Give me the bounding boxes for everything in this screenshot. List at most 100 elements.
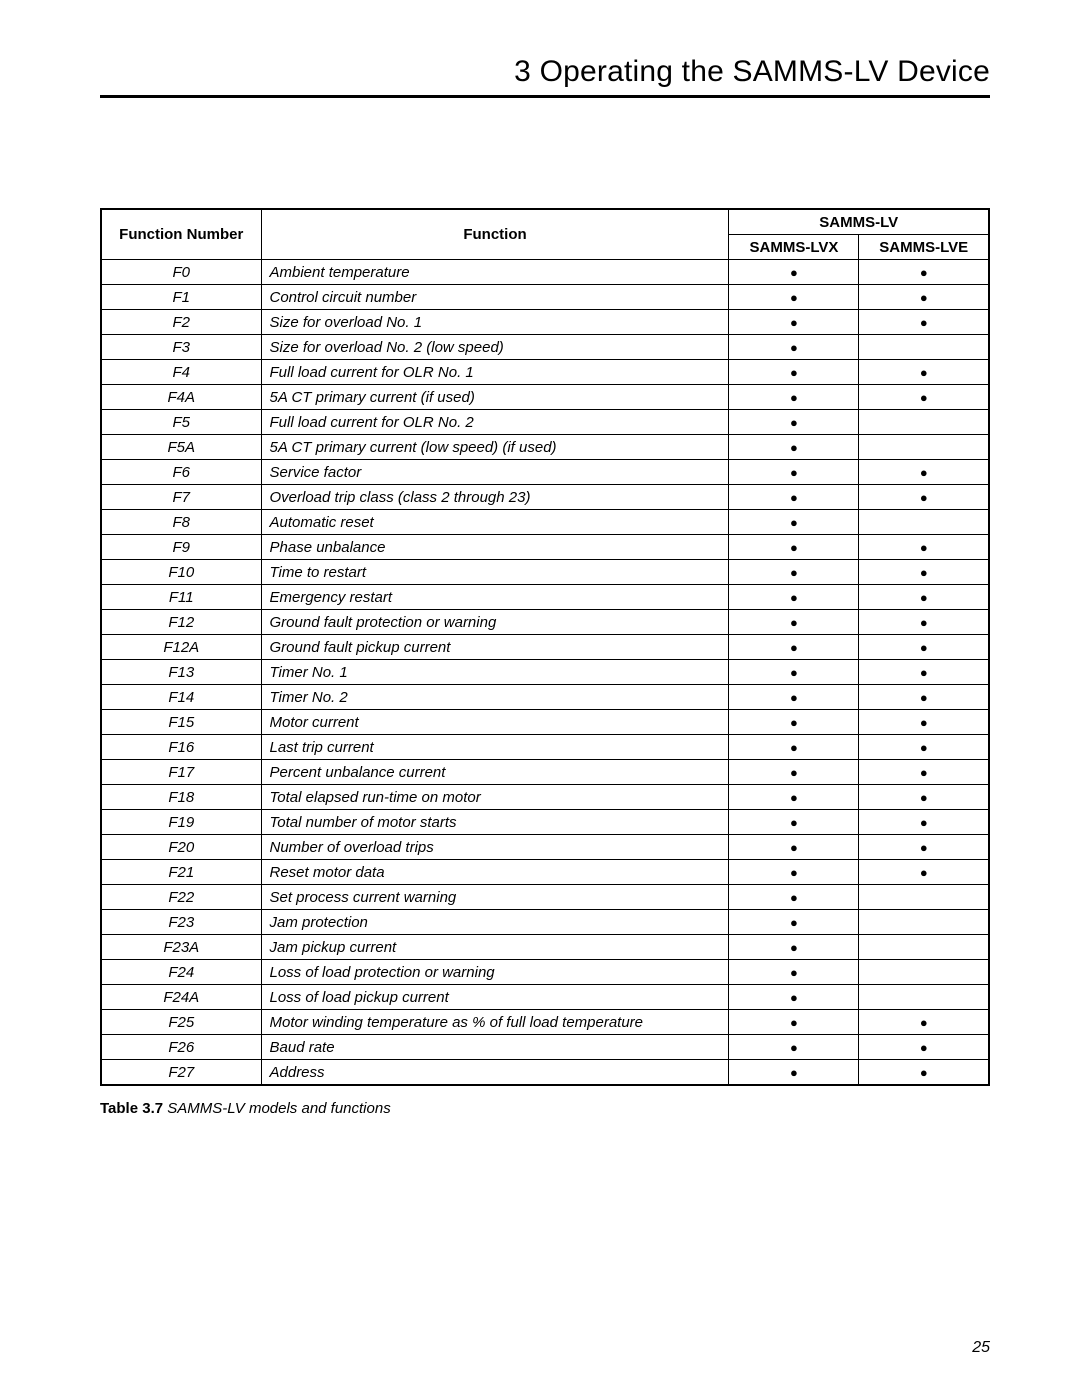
cell-lvx: ● bbox=[729, 835, 859, 860]
cell-lve: ● bbox=[859, 785, 989, 810]
table-row: F18Total elapsed run-time on motor●● bbox=[101, 785, 989, 810]
cell-lve: ● bbox=[859, 260, 989, 285]
col-header-fn-number: Function Number bbox=[101, 209, 261, 260]
cell-fn-number: F9 bbox=[101, 535, 261, 560]
cell-lvx: ● bbox=[729, 410, 859, 435]
cell-lve: ● bbox=[859, 285, 989, 310]
table-row: F20Number of overload trips●● bbox=[101, 835, 989, 860]
cell-lve: ● bbox=[859, 610, 989, 635]
cell-fn-number: F27 bbox=[101, 1060, 261, 1086]
cell-lve bbox=[859, 960, 989, 985]
cell-lvx: ● bbox=[729, 1035, 859, 1060]
table-row: F12AGround fault pickup current●● bbox=[101, 635, 989, 660]
cell-lvx: ● bbox=[729, 535, 859, 560]
cell-fn-number: F6 bbox=[101, 460, 261, 485]
table-row: F5A5A CT primary current (low speed) (if… bbox=[101, 435, 989, 460]
col-header-lve: SAMMS-LVE bbox=[859, 235, 989, 260]
cell-lvx: ● bbox=[729, 310, 859, 335]
table-row: F8Automatic reset● bbox=[101, 510, 989, 535]
cell-function-desc: Control circuit number bbox=[261, 285, 729, 310]
cell-function-desc: Full load current for OLR No. 1 bbox=[261, 360, 729, 385]
cell-lvx: ● bbox=[729, 885, 859, 910]
cell-fn-number: F4A bbox=[101, 385, 261, 410]
cell-lve bbox=[859, 935, 989, 960]
table-row: F4Full load current for OLR No. 1●● bbox=[101, 360, 989, 385]
cell-lvx: ● bbox=[729, 785, 859, 810]
table-row: F1Control circuit number●● bbox=[101, 285, 989, 310]
cell-lve: ● bbox=[859, 810, 989, 835]
table-body: F0Ambient temperature●●F1Control circuit… bbox=[101, 260, 989, 1086]
cell-lve: ● bbox=[859, 560, 989, 585]
cell-lvx: ● bbox=[729, 460, 859, 485]
table-row: F16Last trip current●● bbox=[101, 735, 989, 760]
table-row: F2Size for overload No. 1●● bbox=[101, 310, 989, 335]
cell-fn-number: F1 bbox=[101, 285, 261, 310]
table-header-row-1: Function Number Function SAMMS-LV bbox=[101, 209, 989, 235]
cell-function-desc: Automatic reset bbox=[261, 510, 729, 535]
cell-lve bbox=[859, 435, 989, 460]
cell-function-desc: Phase unbalance bbox=[261, 535, 729, 560]
cell-lve: ● bbox=[859, 310, 989, 335]
table-caption: Table 3.7 SAMMS-LV models and functions bbox=[100, 1100, 990, 1117]
cell-lve: ● bbox=[859, 1060, 989, 1086]
cell-function-desc: Size for overload No. 2 (low speed) bbox=[261, 335, 729, 360]
cell-function-desc: Ground fault protection or warning bbox=[261, 610, 729, 635]
cell-lvx: ● bbox=[729, 735, 859, 760]
col-header-function: Function bbox=[261, 209, 729, 260]
cell-lvx: ● bbox=[729, 385, 859, 410]
cell-lve: ● bbox=[859, 835, 989, 860]
cell-fn-number: F12 bbox=[101, 610, 261, 635]
table-row: F6Service factor●● bbox=[101, 460, 989, 485]
cell-lvx: ● bbox=[729, 935, 859, 960]
cell-lve: ● bbox=[859, 710, 989, 735]
cell-lve: ● bbox=[859, 485, 989, 510]
cell-function-desc: Motor winding temperature as % of full l… bbox=[261, 1010, 729, 1035]
cell-function-desc: Size for overload No. 1 bbox=[261, 310, 729, 335]
cell-fn-number: F4 bbox=[101, 360, 261, 385]
cell-fn-number: F8 bbox=[101, 510, 261, 535]
page-number: 25 bbox=[972, 1339, 990, 1357]
cell-function-desc: Address bbox=[261, 1060, 729, 1086]
table-row: F4A5A CT primary current (if used)●● bbox=[101, 385, 989, 410]
table-row: F5Full load current for OLR No. 2● bbox=[101, 410, 989, 435]
cell-fn-number: F23 bbox=[101, 910, 261, 935]
cell-lvx: ● bbox=[729, 1060, 859, 1086]
table-row: F12Ground fault protection or warning●● bbox=[101, 610, 989, 635]
cell-function-desc: 5A CT primary current (if used) bbox=[261, 385, 729, 410]
cell-fn-number: F21 bbox=[101, 860, 261, 885]
table-row: F22Set process current warning● bbox=[101, 885, 989, 910]
cell-lvx: ● bbox=[729, 910, 859, 935]
table-row: F21Reset motor data●● bbox=[101, 860, 989, 885]
cell-lve bbox=[859, 510, 989, 535]
cell-function-desc: Reset motor data bbox=[261, 860, 729, 885]
cell-lve: ● bbox=[859, 635, 989, 660]
cell-lve bbox=[859, 335, 989, 360]
table-row: F15Motor current●● bbox=[101, 710, 989, 735]
cell-lvx: ● bbox=[729, 710, 859, 735]
cell-function-desc: Loss of load protection or warning bbox=[261, 960, 729, 985]
cell-function-desc: Jam pickup current bbox=[261, 935, 729, 960]
table-row: F24ALoss of load pickup current● bbox=[101, 985, 989, 1010]
cell-function-desc: Motor current bbox=[261, 710, 729, 735]
cell-lvx: ● bbox=[729, 685, 859, 710]
cell-function-desc: Number of overload trips bbox=[261, 835, 729, 860]
cell-function-desc: Set process current warning bbox=[261, 885, 729, 910]
cell-fn-number: F18 bbox=[101, 785, 261, 810]
cell-lve: ● bbox=[859, 660, 989, 685]
col-header-group: SAMMS-LV bbox=[729, 209, 989, 235]
cell-fn-number: F25 bbox=[101, 1010, 261, 1035]
cell-lve bbox=[859, 410, 989, 435]
cell-fn-number: F26 bbox=[101, 1035, 261, 1060]
cell-fn-number: F17 bbox=[101, 760, 261, 785]
cell-lve: ● bbox=[859, 860, 989, 885]
cell-fn-number: F10 bbox=[101, 560, 261, 585]
cell-lvx: ● bbox=[729, 860, 859, 885]
cell-lve: ● bbox=[859, 385, 989, 410]
table-row: F19Total number of motor starts●● bbox=[101, 810, 989, 835]
cell-lve: ● bbox=[859, 760, 989, 785]
cell-fn-number: F16 bbox=[101, 735, 261, 760]
cell-function-desc: Overload trip class (class 2 through 23) bbox=[261, 485, 729, 510]
chapter-title: 3 Operating the SAMMS-LV Device bbox=[100, 55, 990, 98]
cell-function-desc: Percent unbalance current bbox=[261, 760, 729, 785]
cell-lve: ● bbox=[859, 460, 989, 485]
